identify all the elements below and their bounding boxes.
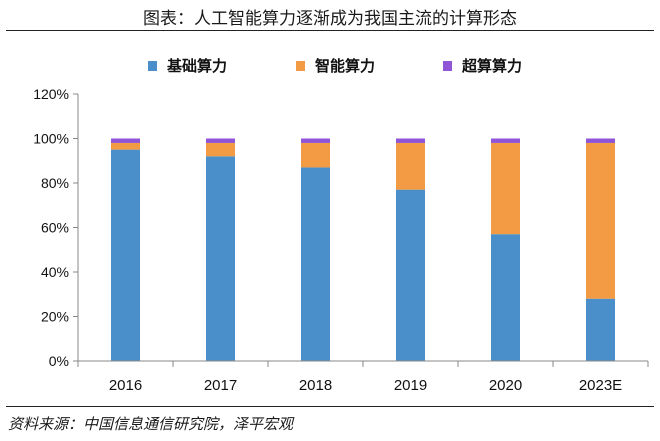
legend-swatch: [443, 61, 452, 71]
x-tick-label: 2016: [109, 377, 142, 394]
bar-segment-super: [396, 138, 425, 143]
bar-segment-super: [206, 138, 235, 143]
bar-segment-smart: [206, 142, 235, 157]
bar-segment-smart: [111, 142, 140, 150]
legend-swatch: [148, 61, 157, 71]
legend: 基础算力 智能算力 超算算力: [148, 57, 522, 75]
y-tick-label: 80%: [41, 175, 69, 191]
bar-segment-super: [491, 138, 520, 143]
bar-segment-base: [111, 149, 140, 361]
y-tick-label: 0%: [49, 353, 69, 369]
legend-swatch: [296, 61, 305, 71]
y-tick-label: 100%: [33, 131, 69, 147]
bar-segment-base: [301, 167, 330, 361]
page-title: 图表：人工智能算力逐渐成为我国主流的计算形态: [143, 9, 517, 29]
y-axis: 0% 20% 40% 60% 80% 100% 120%: [33, 86, 79, 369]
bar-segment-base: [206, 156, 235, 361]
y-tick-label: 60%: [41, 220, 69, 236]
legend-label: 超算算力: [461, 57, 522, 75]
y-tick-label: 40%: [41, 264, 69, 280]
x-tick-label: 2019: [394, 377, 427, 394]
bar-segment-super: [586, 138, 615, 143]
bar-segment-base: [491, 234, 520, 361]
bar-segment-super: [301, 138, 330, 143]
x-tick-label: 2020: [489, 377, 522, 394]
legend-label: 智能算力: [315, 57, 375, 75]
bar-segment-base: [396, 189, 425, 361]
y-tick-label: 20%: [41, 309, 69, 325]
x-tick-label: 2018: [299, 377, 332, 394]
bottom-divider: [6, 406, 654, 407]
bar-segment-smart: [586, 142, 615, 299]
x-tick-label: 2017: [204, 377, 237, 394]
bar-segment-smart: [491, 142, 520, 235]
x-axis: 2016 2017 2018 2019 2020 2023E: [77, 360, 649, 394]
bar-segment-smart: [301, 142, 330, 168]
top-divider: [6, 30, 654, 31]
bars: [111, 138, 615, 361]
x-tick-label: 2023E: [579, 377, 622, 394]
source-note: 资料来源：中国信息通信研究院，泽平宏观: [8, 415, 294, 433]
bar-segment-super: [111, 138, 140, 143]
bar-segment-base: [586, 298, 615, 361]
y-tick-label: 120%: [33, 86, 69, 102]
bar-segment-smart: [396, 142, 425, 190]
legend-label: 基础算力: [166, 57, 227, 75]
